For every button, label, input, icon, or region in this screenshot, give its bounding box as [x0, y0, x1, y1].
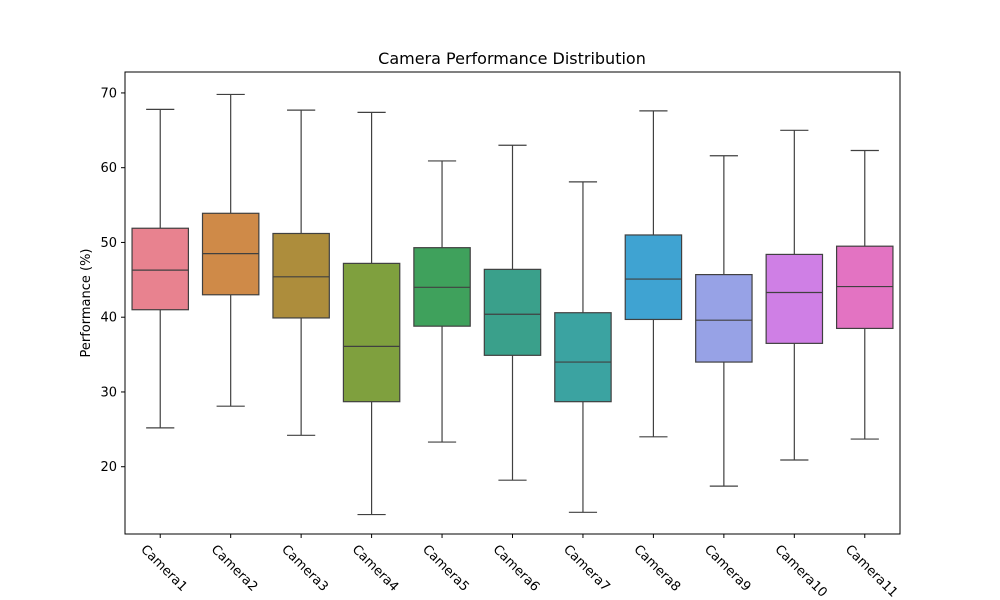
y-tick-label: 40 — [100, 311, 117, 326]
box-iqr — [272, 232, 330, 319]
x-tick-label: Camera1 — [137, 542, 190, 595]
y-tick-label: 50 — [100, 236, 117, 251]
box-group-camera11 — [835, 149, 894, 440]
box-iqr — [342, 262, 401, 403]
box-iqr — [554, 312, 612, 403]
x-tick-label: Camera3 — [278, 542, 331, 595]
x-tick-label: Camera9 — [701, 542, 754, 595]
y-tick-label: 70 — [100, 86, 117, 101]
box-group-camera3 — [272, 109, 330, 436]
x-tick-label: Camera5 — [419, 542, 472, 595]
box-iqr — [624, 234, 683, 321]
y-tick-label: 30 — [100, 385, 117, 400]
chart-title: Camera Performance Distribution — [378, 49, 646, 68]
box-group-camera5 — [413, 160, 471, 443]
box-group-camera1 — [131, 108, 190, 429]
y-tick-label: 20 — [100, 460, 117, 475]
box-group-camera10 — [765, 129, 824, 461]
box-group-camera7 — [554, 181, 612, 513]
x-tick-label: Camera11 — [842, 542, 900, 600]
y-tick-label: 60 — [100, 161, 117, 176]
box-iqr — [131, 227, 190, 311]
y-axis-label: Performance (%) — [79, 248, 94, 357]
x-tick-label: Camera6 — [490, 542, 543, 595]
x-tick-label: Camera10 — [771, 542, 829, 600]
box-iqr — [765, 253, 824, 344]
x-tick-label: Camera4 — [349, 542, 402, 595]
box-iqr — [483, 268, 542, 356]
x-tick-label: Camera7 — [560, 542, 613, 595]
box-group-camera4 — [342, 111, 401, 516]
box-group-camera6 — [483, 144, 542, 481]
box-group-camera9 — [695, 155, 753, 487]
box-iqr — [835, 245, 894, 330]
box-iqr — [695, 273, 753, 363]
box-group-camera8 — [624, 110, 683, 438]
x-tick-label: Camera2 — [208, 542, 261, 595]
x-tick-label: Camera8 — [631, 542, 684, 595]
box-group-camera2 — [201, 93, 260, 407]
plot-area — [131, 93, 894, 516]
